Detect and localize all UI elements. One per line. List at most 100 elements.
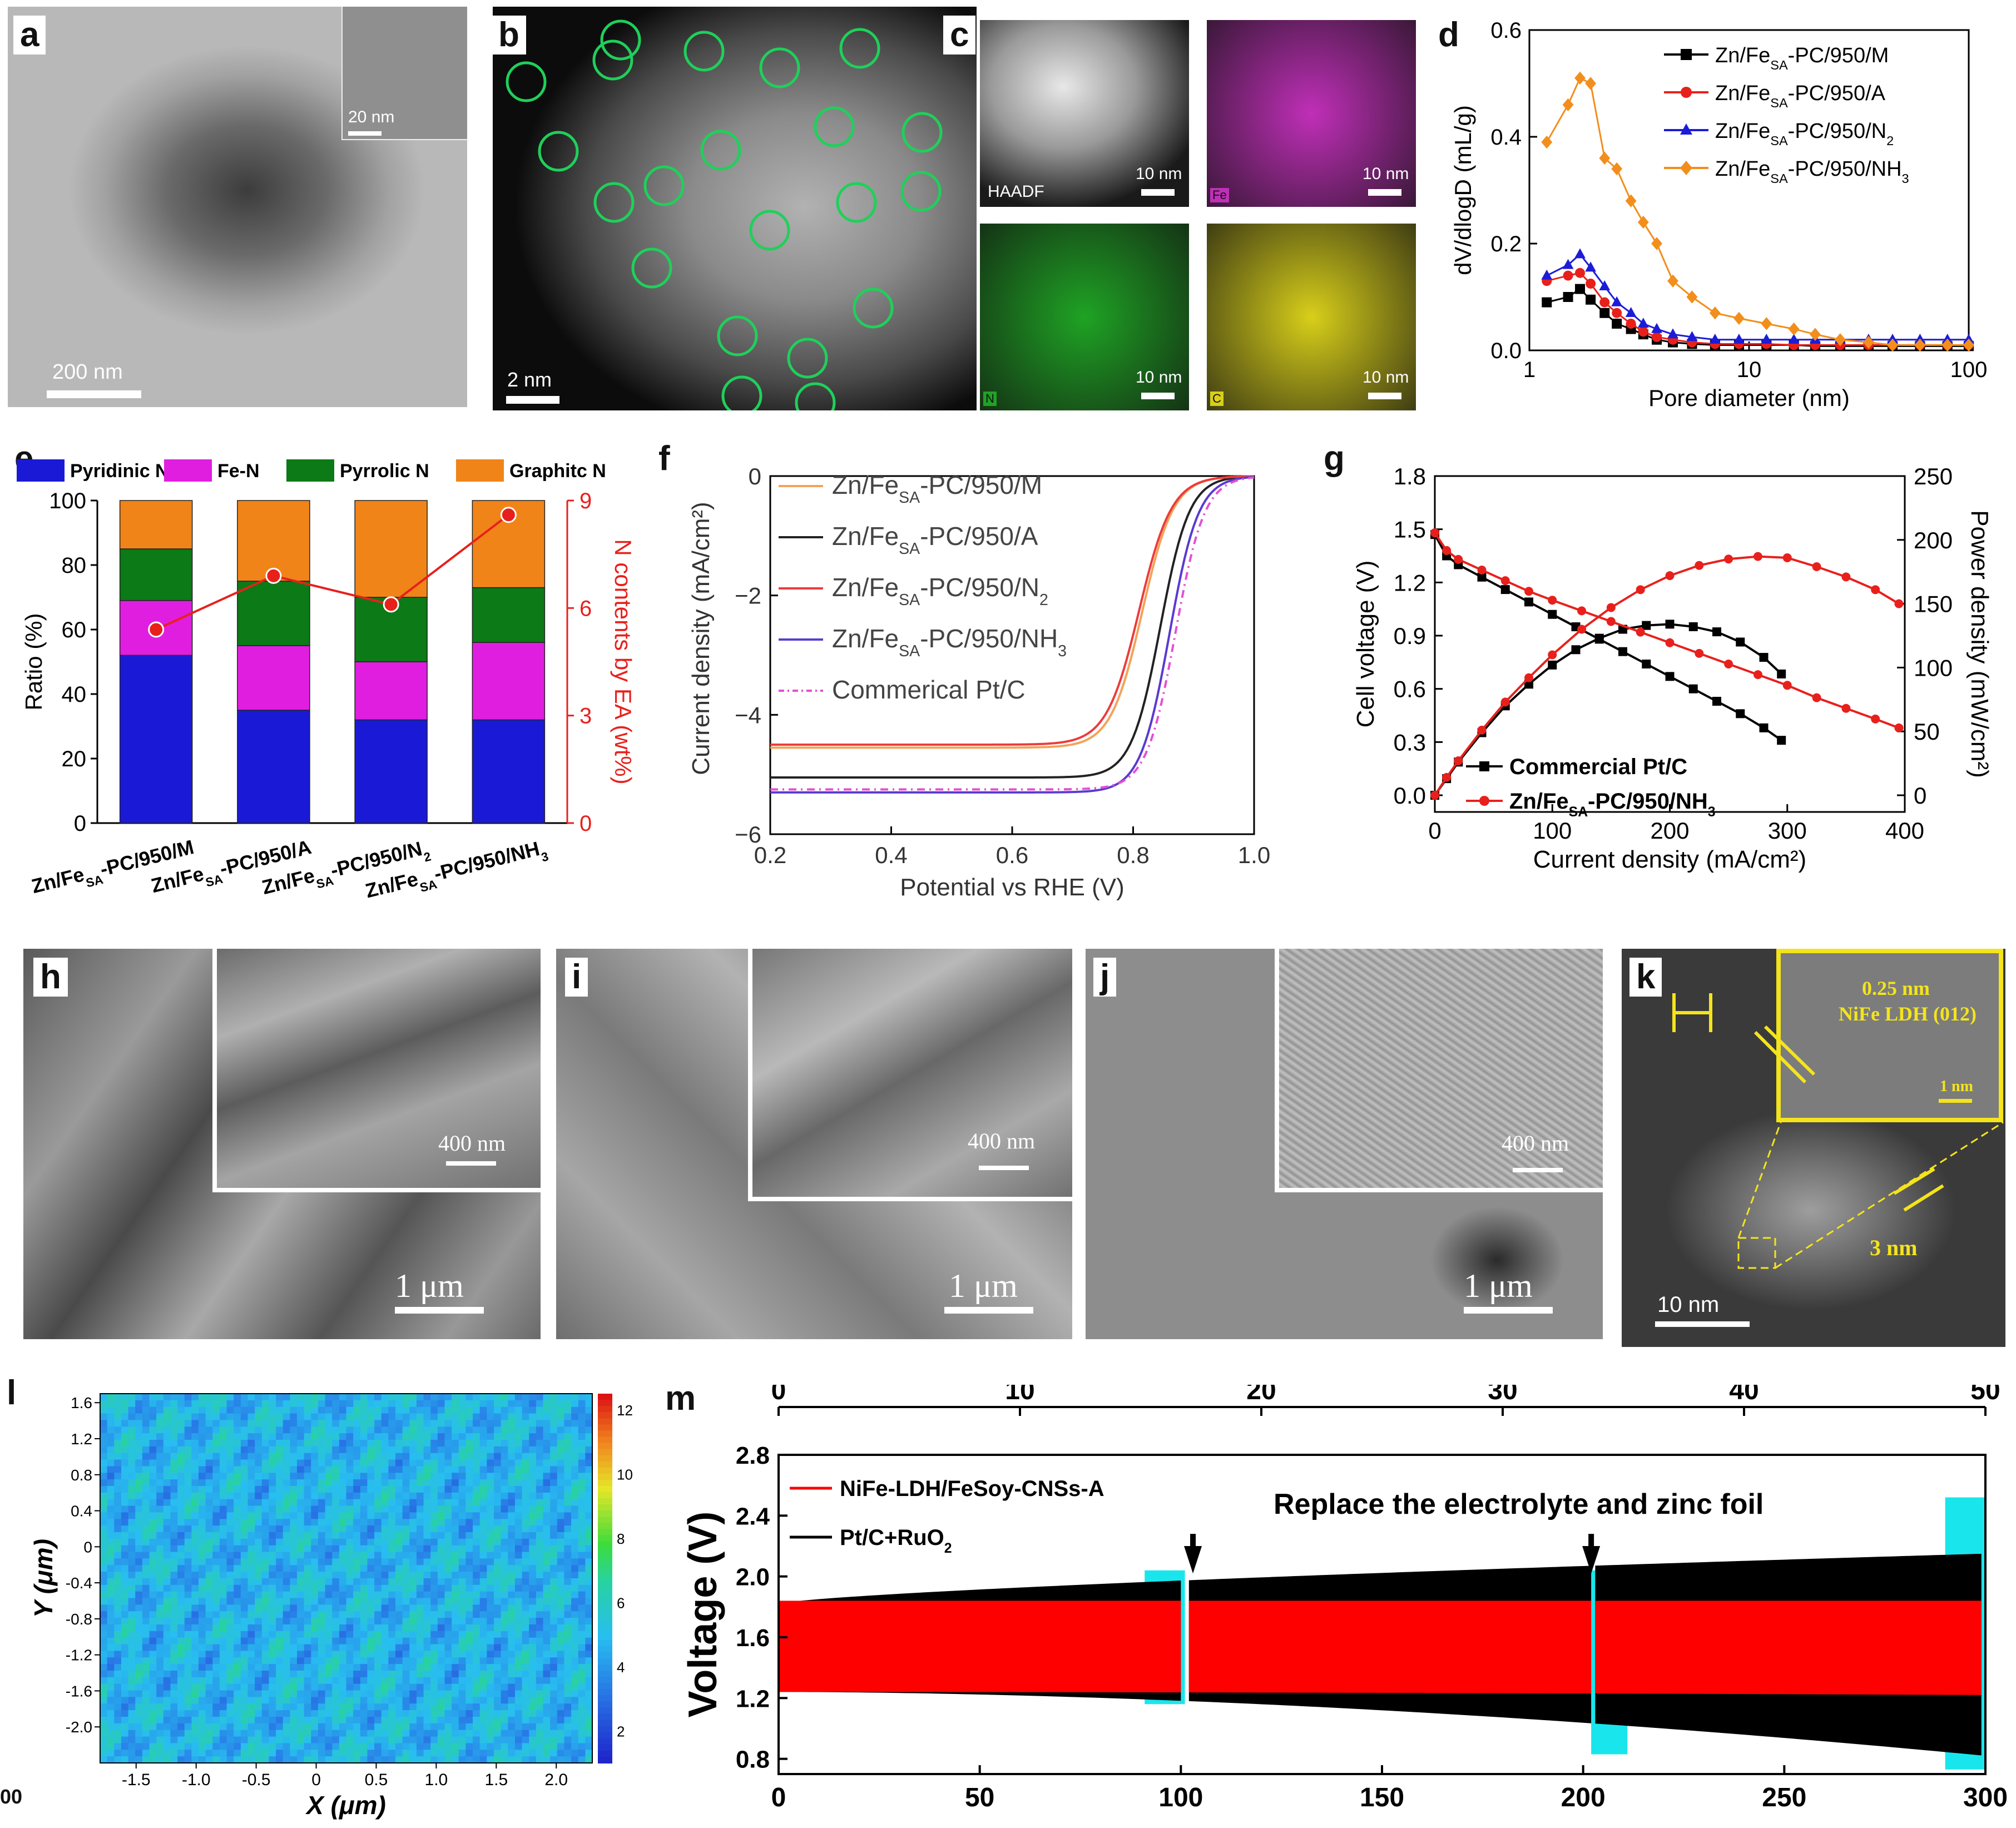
heatmap-cell <box>177 1426 185 1434</box>
heatmap-cell <box>283 1400 290 1408</box>
heatmap-cell <box>100 1723 108 1731</box>
heatmap-cell <box>142 1611 150 1618</box>
heatmap-cell <box>135 1637 143 1645</box>
heatmap-cell <box>107 1750 115 1757</box>
heatmap-cell <box>346 1736 354 1744</box>
heatmap-cell <box>276 1677 284 1685</box>
heatmap-cell <box>479 1651 487 1658</box>
heatmap-cell <box>367 1611 375 1618</box>
heatmap-cell <box>374 1565 382 1572</box>
heatmap-cell <box>325 1578 333 1586</box>
panel-letter-l: l <box>0 1374 23 1413</box>
heatmap-cell <box>381 1723 389 1731</box>
heatmap-cell <box>247 1473 255 1480</box>
heatmap-cell <box>353 1466 361 1473</box>
heatmap-cell <box>191 1730 199 1737</box>
replacement-arrow <box>1184 1546 1202 1574</box>
data-point <box>1638 326 1648 337</box>
data-point <box>1759 723 1769 732</box>
heatmap-cell <box>269 1565 276 1572</box>
heatmap-cell <box>156 1730 164 1737</box>
heatmap-cell <box>501 1545 508 1553</box>
heatmap-cell <box>177 1440 185 1447</box>
heatmap-cell <box>226 1532 234 1539</box>
heatmap-cell <box>276 1631 284 1638</box>
heatmap-cell <box>325 1637 333 1645</box>
heatmap-cell <box>487 1519 494 1526</box>
heatmap-cell <box>543 1519 551 1526</box>
heatmap-cell <box>353 1558 361 1566</box>
heatmap-cell <box>381 1413 389 1421</box>
heatmap-cell <box>226 1683 234 1691</box>
heatmap-cell <box>276 1413 284 1421</box>
heatmap-cell <box>311 1466 319 1473</box>
heatmap-cell <box>458 1499 467 1507</box>
y-tick-label: 1.6 <box>736 1624 770 1652</box>
heatmap-cell <box>276 1598 284 1606</box>
heatmap-cell <box>557 1710 565 1717</box>
heatmap-cell <box>276 1532 284 1539</box>
heatmap-cell <box>205 1598 213 1606</box>
data-point <box>1524 597 1533 607</box>
heatmap-cell <box>452 1532 459 1539</box>
heatmap-cell <box>557 1426 565 1434</box>
heatmap-cell <box>212 1611 220 1618</box>
heatmap-cell <box>142 1479 150 1487</box>
heatmap-cell <box>191 1420 199 1427</box>
heatmap-cell <box>514 1446 523 1454</box>
heatmap-cell <box>550 1473 558 1480</box>
heatmap-cell <box>163 1558 171 1566</box>
heatmap-cell <box>199 1466 206 1473</box>
heatmap-cell <box>142 1558 150 1566</box>
heatmap-cell <box>508 1690 516 1698</box>
heatmap-cell <box>156 1631 164 1638</box>
heatmap-cell <box>437 1406 445 1414</box>
heatmap-cell <box>402 1512 410 1519</box>
series-line <box>770 475 1255 746</box>
heatmap-cell <box>374 1736 382 1744</box>
heatmap-cell <box>465 1525 473 1533</box>
heatmap-cell <box>269 1683 276 1691</box>
hrtem-inset-k <box>1776 949 2003 1122</box>
heatmap-cell <box>430 1697 438 1704</box>
heatmap-cell <box>465 1532 473 1539</box>
heatmap-cell <box>543 1492 551 1500</box>
heatmap-cell <box>199 1611 206 1618</box>
heatmap-cell <box>353 1492 361 1500</box>
heatmap-cell <box>367 1723 375 1731</box>
heatmap-cell <box>318 1730 326 1737</box>
heatmap-cell <box>437 1690 445 1698</box>
heatmap-cell <box>374 1591 382 1599</box>
heatmap-cell <box>395 1538 403 1546</box>
x-axis-label: Pore diameter (nm) <box>1648 385 1850 411</box>
heatmap-cell <box>199 1426 206 1434</box>
heatmap-cell <box>543 1473 551 1480</box>
heatmap-cell <box>170 1730 178 1737</box>
legend-label: Fe-N <box>217 460 260 482</box>
heatmap-cell <box>571 1446 579 1454</box>
heatmap-cell <box>487 1459 494 1467</box>
heatmap-cell <box>191 1651 199 1658</box>
heatmap-cell <box>571 1677 579 1685</box>
heatmap-cell <box>121 1743 129 1750</box>
heatmap-cell <box>388 1440 396 1447</box>
heatmap-cell <box>100 1703 108 1711</box>
heatmap-cell <box>156 1710 164 1717</box>
heatmap-cell <box>437 1710 445 1717</box>
heatmap-cell <box>276 1400 284 1408</box>
heatmap-cell <box>283 1618 290 1625</box>
heatmap-cell <box>339 1591 347 1599</box>
heatmap-cell <box>550 1703 558 1711</box>
heatmap-cell <box>114 1671 122 1678</box>
heatmap-cell <box>100 1545 108 1553</box>
heatmap-cell <box>529 1453 537 1460</box>
colorbar-step <box>598 1412 612 1419</box>
heatmap-cell <box>479 1756 487 1763</box>
heatmap-cell <box>290 1604 298 1612</box>
heatmap-cell <box>514 1466 523 1473</box>
heatmap-cell <box>479 1413 487 1421</box>
heatmap-cell <box>388 1406 396 1414</box>
heatmap-cell <box>304 1400 311 1408</box>
heatmap-cell <box>360 1466 368 1473</box>
heatmap-cell <box>416 1750 424 1757</box>
